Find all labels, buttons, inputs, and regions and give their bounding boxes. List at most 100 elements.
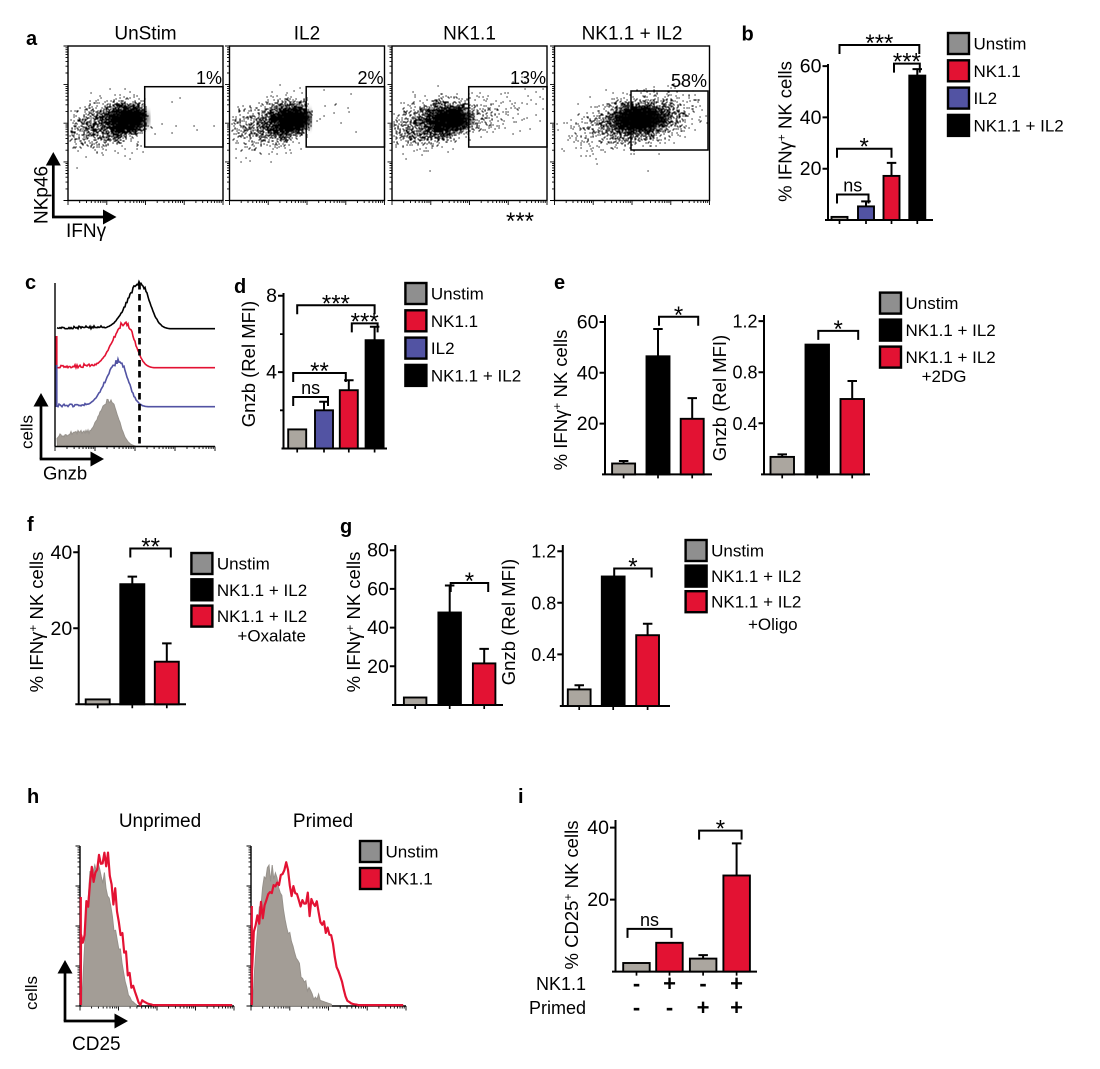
- svg-text:f: f: [27, 514, 34, 536]
- svg-text:1%: 1%: [196, 68, 222, 88]
- svg-text:20: 20: [367, 656, 389, 678]
- svg-text:**: **: [310, 358, 329, 385]
- svg-text:NK1.1 + IL2: NK1.1 + IL2: [906, 348, 996, 367]
- svg-text:cells: cells: [18, 415, 37, 449]
- svg-text:IFNγ: IFNγ: [66, 221, 107, 242]
- svg-text:*: *: [860, 134, 869, 161]
- svg-text:Primed: Primed: [293, 811, 353, 832]
- svg-text:8: 8: [266, 285, 277, 307]
- svg-text:1.2: 1.2: [531, 542, 556, 562]
- svg-text:4: 4: [266, 362, 277, 384]
- svg-text:Gnzb: Gnzb: [43, 463, 87, 484]
- svg-text:NK1.1 + IL2: NK1.1 + IL2: [711, 593, 801, 612]
- svg-text:ns: ns: [640, 910, 659, 930]
- svg-text:NK1.1 + IL2: NK1.1 + IL2: [974, 116, 1064, 135]
- svg-text:d: d: [234, 276, 246, 298]
- svg-text:40: 40: [367, 617, 389, 639]
- svg-text:0.4: 0.4: [732, 414, 757, 434]
- svg-text:IL2: IL2: [431, 339, 455, 358]
- svg-text:-: -: [633, 971, 640, 996]
- svg-text:Unstim: Unstim: [217, 555, 270, 574]
- svg-text:NK1.1: NK1.1: [386, 870, 433, 889]
- svg-text:i: i: [518, 786, 524, 808]
- svg-text:2%: 2%: [357, 68, 383, 88]
- svg-text:*: *: [628, 554, 637, 581]
- svg-text:**: **: [141, 534, 160, 561]
- svg-text:NKp46: NKp46: [32, 166, 53, 224]
- svg-text:0.4: 0.4: [531, 645, 556, 665]
- svg-text:NK1.1 + IL2: NK1.1 + IL2: [431, 366, 521, 385]
- svg-text:g: g: [340, 516, 352, 538]
- svg-text:e: e: [554, 272, 565, 294]
- svg-text:+Oligo: +Oligo: [748, 615, 798, 634]
- svg-text:ns: ns: [301, 378, 320, 398]
- svg-text:IL2: IL2: [974, 89, 998, 108]
- svg-text:Unstim: Unstim: [906, 294, 959, 313]
- svg-text:Unprimed: Unprimed: [119, 811, 201, 832]
- svg-text:NK1.1: NK1.1: [536, 974, 586, 994]
- svg-text:NK1.1 + IL2: NK1.1 + IL2: [906, 321, 996, 340]
- svg-text:+2DG: +2DG: [922, 367, 967, 386]
- svg-text:NK1.1: NK1.1: [431, 312, 478, 331]
- svg-text:0.8: 0.8: [531, 593, 556, 613]
- svg-text:IL2: IL2: [294, 24, 320, 45]
- svg-text:60: 60: [800, 56, 822, 78]
- svg-text:*: *: [465, 568, 474, 595]
- svg-text:a: a: [26, 28, 38, 50]
- svg-text:***: ***: [893, 49, 921, 76]
- svg-text:CD25: CD25: [72, 1034, 121, 1055]
- svg-text:*: *: [716, 816, 725, 843]
- svg-text:NK1.1: NK1.1: [974, 62, 1021, 81]
- svg-text:***: ***: [322, 290, 350, 317]
- svg-text:13%: 13%: [510, 68, 546, 88]
- svg-text:***: ***: [865, 30, 893, 57]
- svg-text:40: 40: [577, 362, 599, 384]
- svg-text:% IFNγ+ NK cells: % IFNγ+ NK cells: [775, 61, 796, 202]
- svg-text:20: 20: [587, 889, 609, 911]
- svg-text:***: ***: [506, 208, 534, 235]
- svg-text:40: 40: [800, 107, 822, 129]
- svg-text:-: -: [699, 971, 706, 996]
- svg-text:60: 60: [577, 312, 599, 334]
- svg-text:Gnzb (Rel MFI): Gnzb (Rel MFI): [709, 335, 730, 461]
- svg-text:+: +: [663, 971, 676, 996]
- svg-text:*: *: [834, 316, 843, 343]
- svg-text:Unstim: Unstim: [386, 843, 439, 862]
- svg-text:cells: cells: [22, 976, 41, 1010]
- svg-text:Unstim: Unstim: [711, 542, 764, 561]
- svg-text:UnStim: UnStim: [114, 24, 176, 45]
- svg-text:20: 20: [50, 618, 72, 640]
- svg-text:Gnzb (Rel MFI): Gnzb (Rel MFI): [498, 559, 519, 685]
- svg-text:+: +: [730, 995, 743, 1020]
- svg-text:***: ***: [351, 308, 379, 335]
- svg-text:-: -: [666, 995, 673, 1020]
- svg-text:+: +: [697, 995, 710, 1020]
- svg-text:+Oxalate: +Oxalate: [237, 627, 306, 646]
- svg-text:NK1.1 + IL2: NK1.1 + IL2: [217, 607, 307, 626]
- svg-text:% IFNγ+ NK cells: % IFNγ+ NK cells: [550, 330, 571, 471]
- svg-text:Gnzb (Rel MFI): Gnzb (Rel MFI): [238, 301, 259, 427]
- svg-text:-: -: [633, 995, 640, 1020]
- svg-text:% IFNγ+ NK cells: % IFNγ+ NK cells: [343, 552, 364, 693]
- svg-text:b: b: [742, 24, 754, 46]
- svg-text:+: +: [730, 971, 743, 996]
- svg-text:Unstim: Unstim: [431, 285, 484, 304]
- svg-text:Primed: Primed: [529, 998, 586, 1018]
- svg-text:60: 60: [367, 578, 389, 600]
- svg-text:NK1.1: NK1.1: [443, 24, 496, 45]
- svg-text:NK1.1 + IL2: NK1.1 + IL2: [582, 24, 683, 45]
- svg-text:c: c: [25, 272, 36, 294]
- svg-text:40: 40: [587, 817, 609, 839]
- svg-text:ns: ns: [843, 176, 862, 196]
- svg-text:1.2: 1.2: [732, 312, 757, 332]
- svg-text:0.8: 0.8: [732, 363, 757, 383]
- svg-text:80: 80: [367, 540, 389, 562]
- svg-text:% CD25+ NK cells: % CD25+ NK cells: [561, 821, 582, 970]
- svg-text:h: h: [27, 786, 39, 808]
- svg-text:20: 20: [577, 413, 599, 435]
- svg-text:*: *: [674, 302, 683, 329]
- svg-text:40: 40: [50, 542, 72, 564]
- svg-text:NK1.1 + IL2: NK1.1 + IL2: [711, 567, 801, 586]
- svg-text:NK1.1 + IL2: NK1.1 + IL2: [217, 581, 307, 600]
- svg-text:Unstim: Unstim: [974, 35, 1027, 54]
